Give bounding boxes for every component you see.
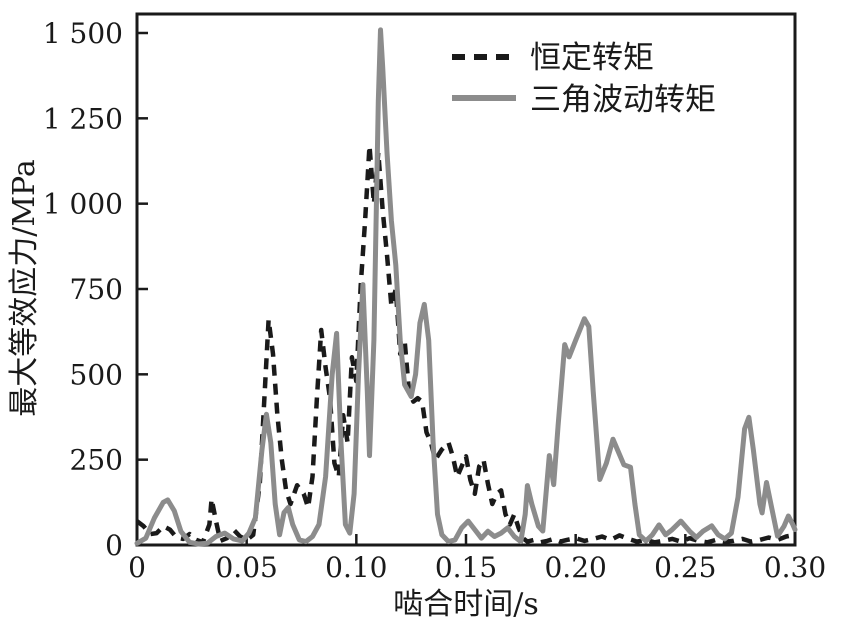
triangular-torque-solid-line	[134, 27, 798, 547]
x-axis-ticks: 0 0.05 0.10 0.15 0.20 0.25 0.30	[128, 534, 826, 584]
y-tick-label: 1 000	[43, 188, 123, 221]
legend-entry-triangular-torque: 三角波动转矩	[452, 82, 716, 118]
x-tick-label: 0.15	[435, 551, 497, 584]
x-tick-label: 0.05	[215, 551, 277, 584]
x-axis-title: 啮合时间/s	[393, 587, 539, 622]
x-tick-label: 0.30	[764, 551, 826, 584]
y-tick-label: 250	[70, 444, 123, 477]
triangular-torque-legend-label: 三角波动转矩	[530, 82, 716, 118]
y-axis-ticks: 0 250 500 750 1 000 1 250 1 500	[43, 17, 148, 562]
x-tick-label: 0.20	[544, 551, 606, 584]
y-tick-label: 750	[70, 273, 123, 306]
constant-torque-legend-label: 恒定转矩	[530, 40, 654, 76]
y-tick-label: 1 500	[43, 17, 123, 50]
y-tick-label: 1 250	[43, 102, 123, 135]
y-tick-label: 500	[70, 358, 123, 391]
x-tick-label: 0.10	[325, 551, 387, 584]
y-tick-label: 0	[105, 529, 123, 562]
y-axis-title: 最大等效应力/MPa	[7, 159, 42, 417]
legend-entry-constant-torque: 恒定转矩	[452, 40, 654, 76]
x-tick-label: 0.25	[654, 551, 716, 584]
x-tick-label: 0	[128, 551, 146, 584]
constant-torque-dashed-line	[135, 143, 796, 545]
legend: 恒定转矩 三角波动转矩	[452, 40, 716, 118]
